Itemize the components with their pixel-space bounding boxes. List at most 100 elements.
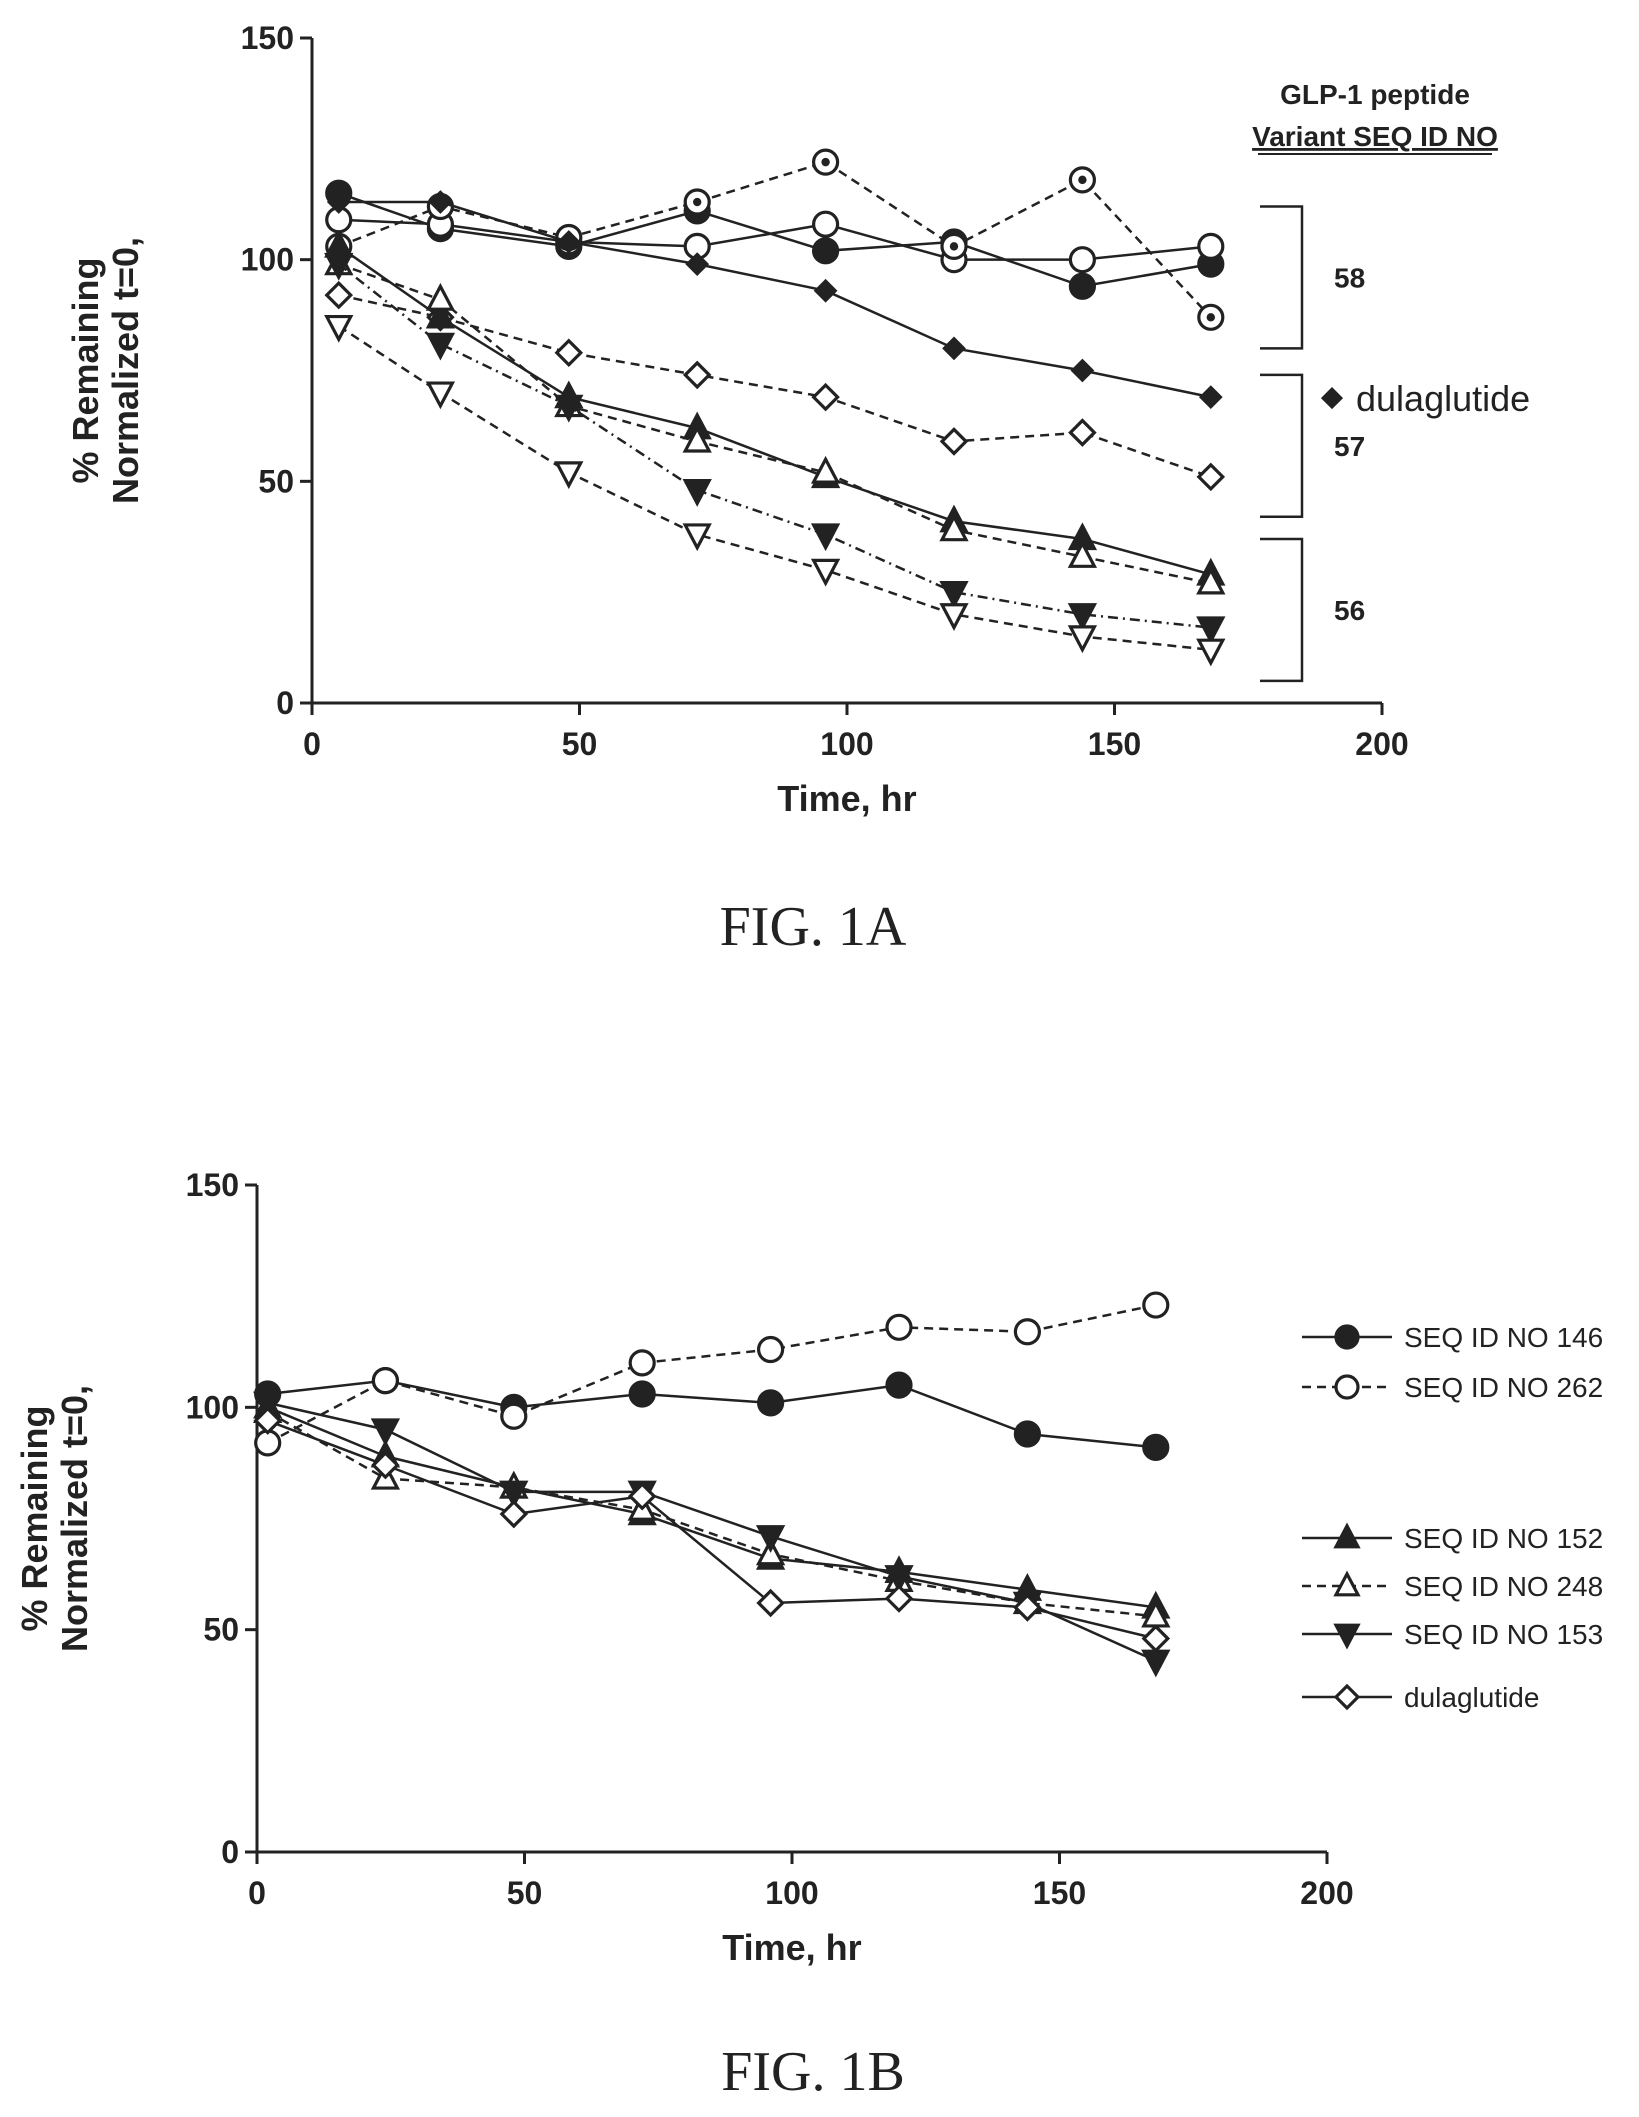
group-label: 58	[1334, 262, 1365, 293]
data-point	[682, 479, 712, 507]
data-point	[939, 427, 969, 456]
x-axis-label: Time, hr	[777, 778, 916, 819]
x-tick-label: 100	[820, 726, 873, 762]
legend-title: GLP-1 peptide	[1280, 79, 1470, 110]
data-point	[1197, 232, 1225, 260]
series-line	[338, 293, 1212, 479]
data-point	[1198, 385, 1223, 409]
x-tick-label: 0	[303, 726, 321, 762]
data-point	[628, 1380, 656, 1408]
y-tick-label: 50	[258, 463, 294, 499]
legend-item-4: SEQ ID NO 153	[1302, 1619, 1603, 1650]
data-point	[1196, 462, 1226, 492]
data-point	[1067, 540, 1098, 568]
series-line	[267, 1379, 1156, 1449]
series-line	[338, 245, 1212, 576]
data-point	[253, 1406, 282, 1435]
data-point	[425, 381, 456, 410]
legend-subtitle: Variant SEQ ID NO	[1252, 121, 1498, 152]
data-point	[554, 461, 584, 490]
annotation-label: dulaglutide	[1356, 378, 1530, 419]
x-tick-label: 100	[765, 1875, 818, 1911]
series-7	[324, 252, 1226, 645]
data-point	[939, 603, 969, 631]
legend-item-3: SEQ ID NO 248	[1302, 1570, 1603, 1602]
y-tick-label: 100	[241, 242, 294, 278]
data-point	[1013, 1318, 1042, 1346]
data-point	[1067, 625, 1098, 654]
data-point	[1070, 358, 1095, 383]
data-point	[756, 1588, 785, 1618]
data-point	[939, 513, 969, 542]
data-point	[1196, 616, 1226, 645]
legend-marker	[1333, 1570, 1361, 1597]
y-tick-label: 100	[186, 1389, 239, 1425]
group-label: 56	[1334, 595, 1365, 626]
data-point	[813, 278, 838, 303]
y-axis-label: % Remaining	[65, 257, 106, 483]
data-point	[756, 1335, 785, 1364]
data-point	[628, 1349, 656, 1377]
legend-label: SEQ ID NO 146	[1404, 1322, 1603, 1353]
data-point	[811, 237, 840, 265]
data-point	[428, 190, 453, 214]
data-point	[884, 1584, 914, 1613]
data-point	[682, 523, 712, 552]
legend-marker	[1333, 1522, 1361, 1549]
data-point	[682, 360, 712, 390]
data-point	[885, 1371, 913, 1399]
y-tick-label: 150	[186, 1167, 239, 1203]
x-tick-label: 200	[1355, 726, 1408, 762]
data-point	[627, 1482, 657, 1511]
x-tick-label: 150	[1033, 1875, 1086, 1911]
series-line	[338, 160, 1212, 319]
data-point	[811, 382, 840, 412]
legend-marker	[1333, 1623, 1361, 1650]
group-bracket-58: 58	[1260, 205, 1365, 350]
legend-item-0: SEQ ID NO 146	[1302, 1322, 1603, 1353]
series-line	[267, 1303, 1157, 1445]
data-point-center	[949, 242, 959, 251]
y-tick-label: 0	[276, 685, 294, 721]
legend-marker	[1333, 1683, 1361, 1711]
data-point	[1196, 638, 1226, 667]
data-point	[1141, 1649, 1171, 1678]
data-point	[810, 523, 841, 552]
series-8	[324, 314, 1226, 667]
data-point	[253, 1391, 283, 1420]
series-1	[254, 1291, 1170, 1457]
data-point	[884, 1565, 914, 1593]
data-point	[1068, 418, 1097, 447]
data-point	[326, 190, 351, 214]
annotation-marker	[1320, 387, 1344, 410]
data-point	[682, 424, 712, 453]
data-point-center	[1206, 313, 1216, 322]
x-tick-label: 50	[562, 726, 598, 762]
data-point	[810, 558, 841, 587]
data-point	[554, 394, 584, 423]
series-line	[338, 325, 1211, 652]
legend-label: SEQ ID NO 262	[1404, 1372, 1603, 1403]
x-tick-label: 50	[507, 1875, 543, 1911]
data-point	[811, 210, 840, 238]
data-point	[370, 1418, 401, 1447]
data-point	[1068, 246, 1097, 274]
data-point	[556, 230, 581, 254]
y-axis-label: Normalized t=0,	[105, 237, 146, 504]
data-point	[756, 1389, 785, 1417]
chart-fig-1a: 0 50 100 150 200 0 50 100 150 Time, hr % Remaining…	[65, 20, 1530, 819]
data-point	[810, 455, 841, 484]
legend-marker	[1334, 1374, 1360, 1400]
y-axis-label: % Remaining	[14, 1405, 55, 1631]
group-bracket	[1260, 537, 1304, 683]
data-point	[939, 580, 969, 609]
series-line	[267, 1406, 1156, 1609]
legend-marker	[1334, 1324, 1360, 1350]
group-bracket-57: 57	[1260, 373, 1365, 519]
series-1	[325, 206, 1225, 274]
y-tick-label: 50	[203, 1612, 239, 1648]
legend-label: SEQ ID NO 152	[1404, 1523, 1603, 1554]
data-point	[371, 1450, 400, 1480]
data-point	[425, 282, 456, 311]
